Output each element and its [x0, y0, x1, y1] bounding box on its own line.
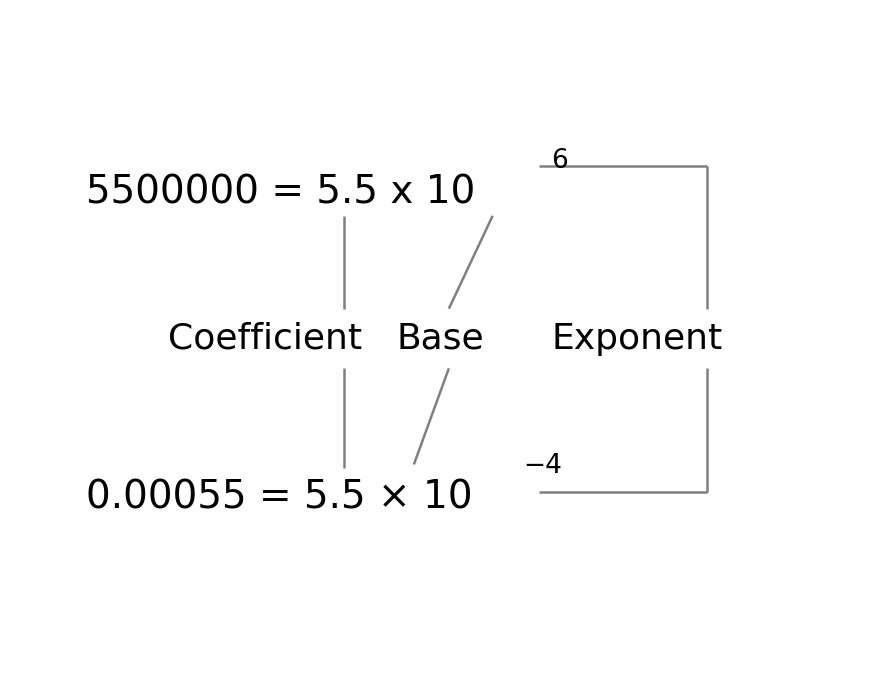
Text: −4: −4 — [524, 453, 562, 479]
Text: 5500000 = 5.5 x 10: 5500000 = 5.5 x 10 — [85, 173, 475, 212]
Text: Base: Base — [396, 322, 484, 355]
Text: 6: 6 — [551, 148, 568, 174]
Text: 0.00055 = 5.5 × 10: 0.00055 = 5.5 × 10 — [85, 479, 472, 517]
Text: Coefficient: Coefficient — [168, 322, 362, 355]
Text: Exponent: Exponent — [551, 322, 723, 355]
